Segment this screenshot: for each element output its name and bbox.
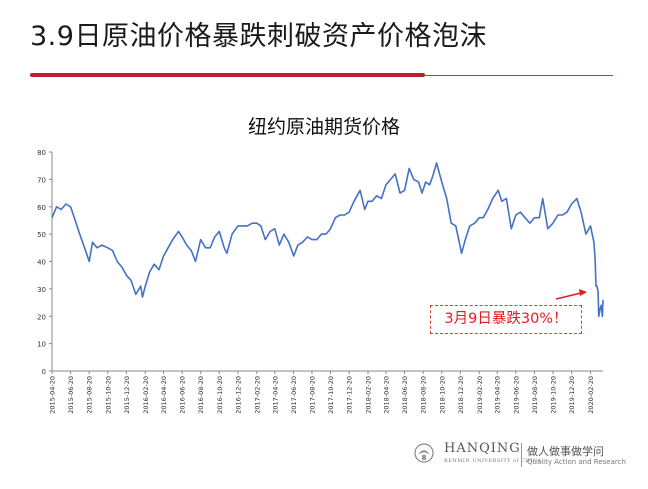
x-tick-label: 2018-12-20 [457,376,465,414]
footer-brand-sub: RENMIN UNIVERSITY of CHINA [444,458,542,464]
x-tick-label: 2019-08-20 [531,376,539,414]
slide-title: 3.9日原油价格暴跌刺破资产价格泡沫 [30,21,487,52]
footer-separator [521,443,522,467]
footer-motto: 做人做事做学问 [527,445,604,458]
x-tick-label: 2017-06-20 [290,376,298,414]
x-tick-label: 2020-02-20 [587,376,595,414]
x-tick-label: 2018-02-20 [365,376,373,414]
crash-callout: 3月9日暴跌30%！ [430,305,582,334]
x-tick-label: 2019-04-20 [494,376,502,414]
university-logo-icon [414,443,434,463]
x-tick-label: 2015-08-20 [86,376,94,414]
y-tick-label: 70 [37,176,46,184]
x-tick-label: 2018-06-20 [401,376,409,414]
x-tick-label: 2019-06-20 [512,376,520,414]
y-tick-label: 0 [42,368,46,376]
callout-arrow [555,289,587,300]
x-tick-label: 2016-06-20 [179,376,187,414]
footer-motto-english: Quality Action and Research [527,458,626,466]
y-tick-label: 10 [37,341,46,349]
chart-series [51,162,604,318]
chart-title: 纽约原油期货价格 [247,116,400,138]
chart-axes: 0 10 20 30 40 50 60 70 80 2015-04-20 2015-06-20 201… [37,149,603,414]
x-tick-label: 2015-06-20 [67,376,75,414]
title-underline-thin [425,75,613,76]
x-tick-label: 2018-08-20 [420,376,428,414]
x-tick-label: 2016-02-20 [142,376,150,414]
x-tick-label: 2018-04-20 [383,376,391,414]
x-tick-label: 2017-10-20 [327,376,335,414]
y-tick-label: 30 [37,286,46,294]
x-tick-label: 2017-08-20 [308,376,316,414]
y-tick-label: 60 [37,204,46,212]
series-line-0 [51,162,604,318]
x-tick-label: 2019-10-20 [550,376,558,414]
y-tick-label: 40 [37,259,46,267]
title-underline-thick [30,73,425,77]
x-tick-label: 2017-12-20 [346,376,354,414]
x-tick-label: 2015-10-20 [104,376,112,414]
y-tick-label: 20 [37,313,46,321]
x-tick-label: 2016-10-20 [216,376,224,414]
x-tick-label: 2016-08-20 [197,376,205,414]
x-tick-label: 2019-02-20 [476,376,484,414]
arrow-head [579,289,587,296]
y-tick-label: 80 [37,149,46,157]
x-tick-label: 2017-02-20 [253,376,261,414]
y-tick-label: 50 [37,231,46,239]
x-tick-label: 2018-10-20 [438,376,446,414]
arrow-shaft [555,292,582,300]
x-tick-label: 2016-04-20 [160,376,168,414]
x-tick-label: 2019-12-20 [568,376,576,414]
x-tick-label: 2017-04-20 [271,376,279,414]
x-tick-label: 2015-04-20 [49,376,57,414]
x-tick-label: 2015-12-20 [123,376,131,414]
x-tick-label: 2016-12-20 [234,376,242,414]
footer-brand: HANQING [444,441,521,456]
